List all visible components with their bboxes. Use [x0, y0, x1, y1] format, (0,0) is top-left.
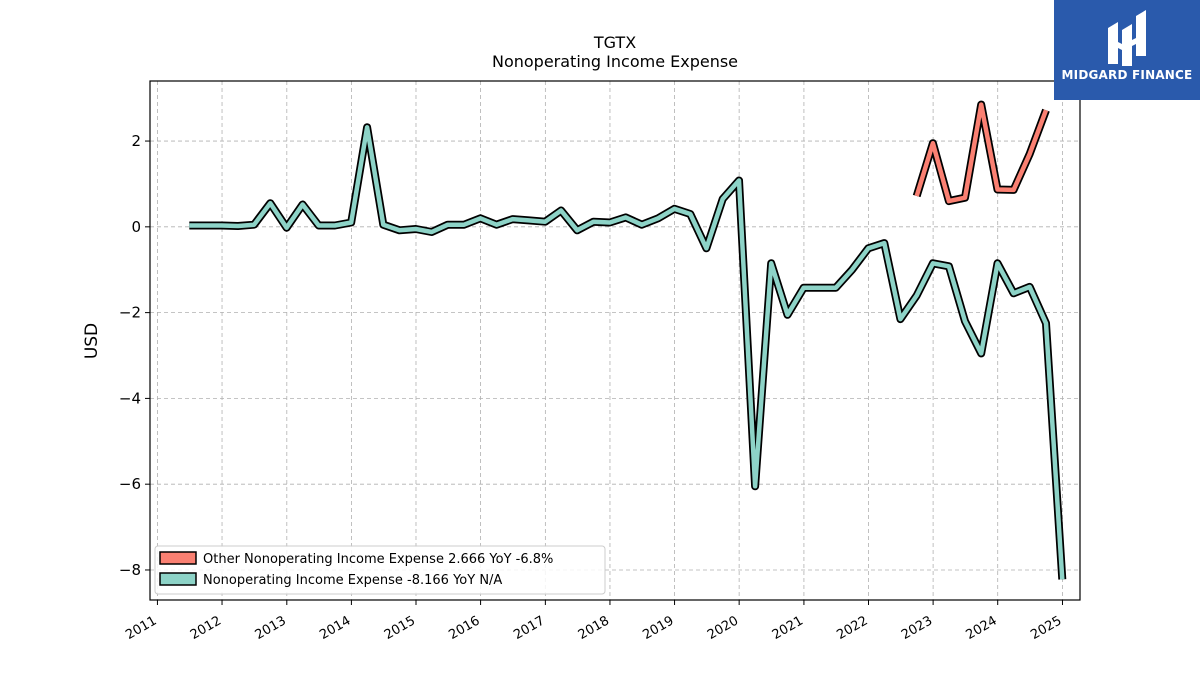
x-tick-label: 2016	[446, 613, 482, 643]
y-tick-label: −6	[119, 475, 141, 493]
logo-text: MIDGARD FINANCE	[1061, 68, 1193, 82]
series-outline-nonoperating	[189, 123, 1067, 580]
x-tick-label: 2011	[123, 613, 159, 643]
x-tick-label: 2024	[964, 613, 1000, 643]
series-line-other-nonoperating	[914, 102, 1049, 204]
y-tick-label: 0	[131, 218, 141, 236]
x-axis: 2011 2012 2013 2014 2015 2016 2017 2018 2019 2020…	[123, 600, 1064, 643]
legend-box	[154, 545, 606, 595]
legend-label-nonoperating: Nonoperating Income Expense -8.166 YoY N…	[203, 573, 502, 588]
x-tick-label: 2012	[188, 613, 224, 643]
y-tick-label: −8	[119, 561, 141, 579]
x-tick-label: 2015	[382, 613, 418, 643]
grid-lines	[150, 81, 1080, 600]
x-tick-label: 2025	[1028, 613, 1064, 643]
y-tick-label: −4	[119, 389, 141, 407]
plot-frame	[149, 80, 1081, 601]
legend-swatch-nonoperating	[159, 572, 197, 586]
series-line-nonoperating	[189, 125, 1065, 580]
x-tick-label: 2017	[511, 613, 547, 643]
legend-label-other-nonoperating: Other Nonoperating Income Expense 2.666 …	[203, 552, 553, 567]
series-lines	[189, 100, 1067, 580]
legend: Other Nonoperating Income Expense 2.666 …	[154, 545, 606, 595]
x-tick-label: 2014	[317, 613, 353, 643]
x-tick-label: 2023	[899, 613, 935, 643]
x-tick-label: 2022	[834, 613, 870, 643]
y-tick-label: −2	[119, 304, 141, 322]
x-tick-label: 2021	[770, 613, 806, 643]
x-tick-label: 2018	[576, 613, 612, 643]
y-axis: 2 0 −2 −4 −6 −8	[119, 132, 150, 579]
midgard-logo-icon	[1108, 10, 1146, 66]
x-tick-label: 2019	[640, 613, 676, 643]
y-tick-label: 2	[131, 132, 141, 150]
legend-swatch-other-nonoperating	[159, 551, 197, 565]
x-tick-label: 2020	[705, 613, 741, 643]
x-tick-label: 2013	[253, 613, 289, 643]
chart-title: TGTX	[593, 33, 636, 52]
midgard-finance-logo: MIDGARD FINANCE	[1054, 0, 1200, 100]
y-axis-label: USD	[82, 323, 102, 359]
chart-subtitle: Nonoperating Income Expense	[492, 52, 738, 71]
